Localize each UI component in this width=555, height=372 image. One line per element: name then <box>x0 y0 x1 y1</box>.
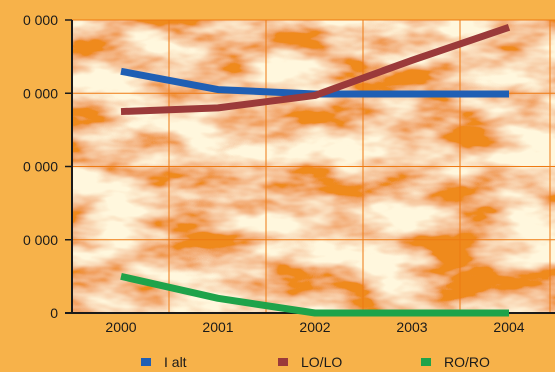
legend-swatch <box>278 358 288 366</box>
x-tick-label: 2004 <box>493 319 524 335</box>
series-line-lo-lo <box>120 24 511 116</box>
x-tick-label: 2003 <box>396 319 427 335</box>
legend-label: LO/LO <box>301 354 342 370</box>
x-tick-label: 2002 <box>299 319 330 335</box>
legend-label: RO/RO <box>444 354 490 370</box>
y-tick-label: 0 000 <box>23 232 58 248</box>
legend-item-i-alt: I alt <box>141 354 187 370</box>
y-tick-label: 0 <box>50 305 58 321</box>
x-tick-label: 2001 <box>202 319 233 335</box>
legend-swatch <box>421 358 431 366</box>
legend-swatch <box>141 358 151 366</box>
series-line-ro-ro <box>120 272 509 317</box>
y-tick-label: 0 000 <box>23 159 58 175</box>
legend-label: I alt <box>164 354 187 370</box>
x-tick-labels: 2000 2001 2002 2003 2004 <box>105 319 524 335</box>
legend-item-lo-lo: LO/LO <box>278 354 342 370</box>
x-tick-label: 2000 <box>105 319 136 335</box>
y-tick-label: 0 000 <box>23 12 58 28</box>
legend: I alt LO/LO RO/RO <box>141 354 490 370</box>
y-tick-label: 0 000 <box>23 85 58 101</box>
y-tick-labels: 0 0 000 0 000 0 000 0 000 <box>23 12 58 321</box>
series-group <box>120 24 511 317</box>
legend-item-ro-ro: RO/RO <box>421 354 490 370</box>
